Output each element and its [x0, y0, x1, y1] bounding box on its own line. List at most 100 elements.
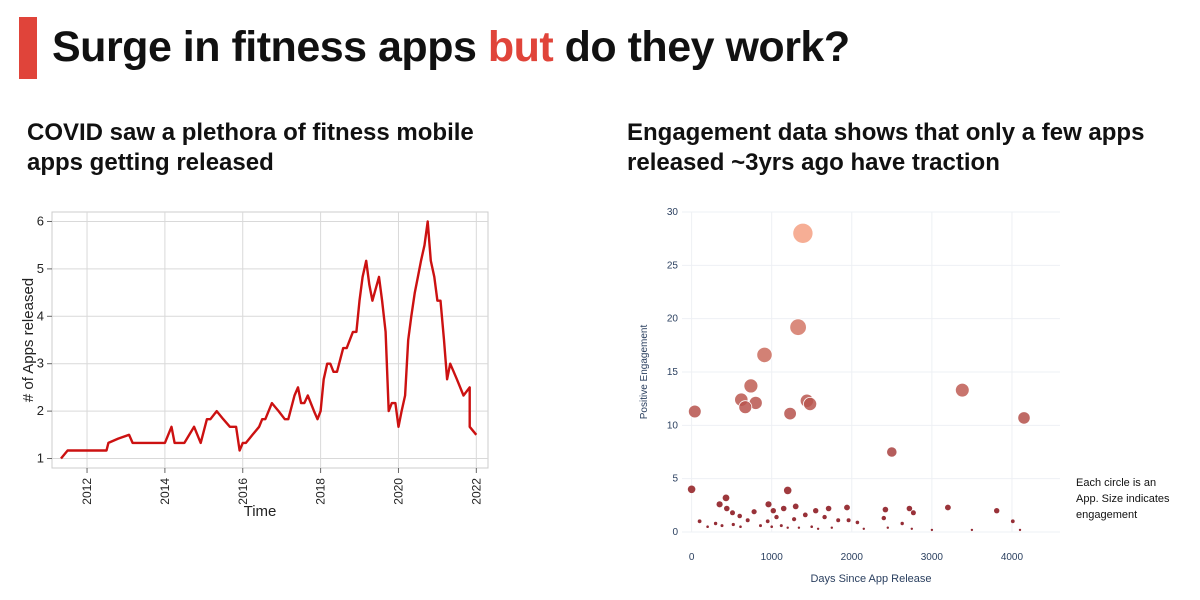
data-point [687, 485, 696, 494]
y-tick-label: 30 [667, 207, 679, 218]
data-point [862, 527, 865, 530]
data-point [945, 504, 951, 511]
data-point [789, 318, 807, 336]
data-point [900, 521, 904, 526]
right-subtitle: Engagement data shows that only a few ap… [627, 119, 1145, 176]
data-point [779, 524, 783, 528]
y-tick-label: 5 [672, 474, 678, 485]
data-point [970, 528, 974, 532]
page-title: Surge in fitness apps but do they work? [52, 14, 850, 80]
y-tick-label: 0 [672, 527, 678, 538]
data-point [830, 526, 833, 529]
x-tick-label: 2000 [841, 552, 864, 563]
data-point [994, 508, 1000, 514]
data-point [813, 508, 819, 514]
x-axis-label: Days Since App Release [810, 573, 931, 585]
data-point [1010, 519, 1015, 524]
data-point [756, 346, 773, 363]
engagement-scatter-chart: 0 1000 2000 3000 4000 0 5 10 15 20 25 30 Days Since … [639, 207, 1060, 585]
plot-frame [51, 211, 489, 469]
data-point [1018, 528, 1022, 532]
data-point [846, 518, 851, 523]
y-tick-label: 10 [667, 420, 679, 431]
data-point [886, 446, 898, 458]
title-highlight: but [487, 23, 554, 71]
data-point [720, 524, 724, 528]
data-point [688, 404, 702, 419]
data-point [825, 505, 832, 512]
data-point [716, 501, 723, 508]
data-point [731, 522, 735, 527]
data-point [954, 382, 970, 398]
y-tick-label: 15 [667, 367, 679, 378]
data-point [745, 518, 750, 523]
data-point [730, 510, 735, 516]
title-part-1: Surge in fitness apps [52, 23, 488, 71]
y-axis-label: Positive Engagement [639, 325, 650, 420]
data-point [882, 506, 889, 513]
data-point [906, 505, 913, 512]
data-point [802, 512, 808, 518]
data-point [822, 514, 827, 520]
scatter-annotation: Each circle is an App. Size indicates en… [1076, 477, 1170, 521]
data-point [751, 509, 757, 515]
data-point [770, 508, 776, 514]
data-point [1017, 411, 1031, 425]
data-point [697, 519, 702, 524]
data-point [780, 505, 787, 512]
x-tick-label: 3000 [921, 552, 944, 563]
title-accent-bar [19, 17, 37, 79]
y-tick-label: 5 [37, 261, 44, 276]
y-tick-label: 25 [667, 260, 679, 271]
x-tick-label: 2022 [469, 478, 483, 505]
data-point [816, 527, 820, 530]
x-tick-label: 2016 [236, 478, 250, 505]
data-point [810, 525, 813, 528]
y-tick-label: 2 [37, 403, 44, 418]
x-tick-label: 0 [689, 552, 695, 563]
data-point [724, 505, 730, 512]
x-axis-label: Time [244, 503, 277, 520]
y-tick-label: 3 [37, 356, 44, 371]
data-point [910, 527, 913, 530]
data-point [738, 400, 753, 415]
data-point [783, 486, 792, 495]
y-tick-label: 1 [37, 451, 44, 466]
data-point [792, 517, 797, 522]
data-point [836, 518, 841, 523]
apps-released-line-chart: 2012 2014 2016 2018 2020 2022 1 2 3 4 5 6 Time # of A… [20, 211, 489, 520]
y-tick-label: 4 [37, 308, 44, 323]
title-part-2: do they work? [553, 23, 850, 71]
data-point [844, 504, 850, 511]
data-point [792, 503, 799, 510]
data-point [786, 526, 789, 529]
y-tick-label: 20 [667, 314, 679, 325]
x-tick-label: 2020 [391, 478, 405, 505]
data-point [737, 513, 742, 519]
left-subtitle: COVID saw a plethora of fitness mobile a… [27, 119, 474, 176]
x-tick-label: 2014 [158, 478, 172, 505]
data-point [765, 501, 772, 508]
data-point [855, 520, 860, 525]
series-line [60, 220, 478, 460]
data-point [774, 514, 779, 520]
data-point [743, 378, 759, 394]
y-tick-label: 6 [37, 213, 44, 228]
x-tick-label: 1000 [761, 552, 784, 563]
data-point [792, 222, 814, 244]
data-point [886, 526, 889, 529]
data-point [713, 521, 718, 526]
data-point [770, 525, 773, 528]
data-point [803, 396, 818, 411]
x-tick-label: 4000 [1001, 552, 1024, 563]
data-point [765, 519, 770, 524]
data-point [910, 510, 916, 516]
data-point [706, 525, 709, 528]
data-point [930, 528, 934, 532]
data-point [739, 525, 742, 528]
x-tick-label: 2012 [80, 478, 94, 505]
data-point [797, 526, 801, 529]
x-tick-label: 2018 [314, 478, 328, 505]
data-point [759, 524, 762, 528]
data-point [783, 406, 797, 421]
